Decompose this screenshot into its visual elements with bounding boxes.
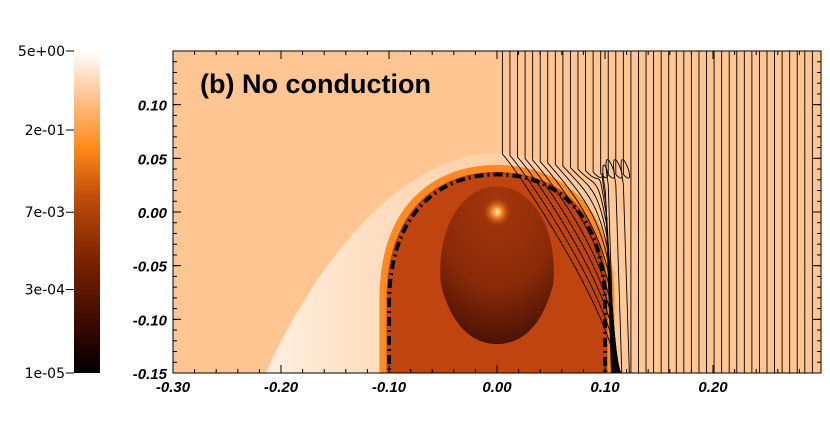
x-axis-ticks: -0.30 -0.20 -0.10 0.00 0.10 0.20	[156, 51, 822, 396]
colorbar-tick-label: 1e-05	[25, 366, 65, 382]
rim-band	[379, 164, 615, 373]
x-tick-label: 0.20	[698, 379, 728, 396]
colorbar-tick-label: 3e-04	[25, 283, 65, 299]
colorbar-tick-label: 7e-03	[25, 205, 65, 221]
dashed-contour	[387, 172, 607, 373]
colorbar-tick-label: 5e+00	[18, 44, 65, 60]
y-tick-label: 0.05	[138, 151, 168, 168]
x-tick-label: 0.10	[590, 379, 620, 396]
y-axis-ticks: 0.10 0.05 0.00 -0.05 -0.10 -0.15	[133, 50, 821, 383]
colorbar-ticks: 5e+00 2e-01 7e-03 3e-04 1e-05	[18, 44, 74, 382]
y-tick-label: -0.05	[133, 259, 168, 276]
hot-spot	[483, 198, 511, 226]
plot-area	[173, 51, 821, 373]
y-tick-label: -0.10	[133, 312, 168, 329]
colorbar	[74, 51, 100, 373]
field-line	[620, 51, 630, 373]
x-tick-label: -0.30	[156, 379, 191, 396]
y-tick-label: 0.10	[138, 98, 168, 115]
field-line	[613, 51, 623, 373]
field-line	[605, 51, 615, 373]
x-tick-label: -0.10	[372, 379, 407, 396]
y-tick-label: -0.15	[133, 366, 168, 383]
y-tick-label: 0.00	[138, 205, 168, 222]
x-tick-label: -0.20	[264, 379, 299, 396]
x-tick-label: 0.00	[482, 379, 512, 396]
chart-title: (b) No conduction	[200, 69, 431, 99]
colorbar-tick-label: 2e-01	[25, 123, 65, 139]
inner-core-region	[440, 186, 554, 345]
field-lines	[501, 51, 813, 373]
